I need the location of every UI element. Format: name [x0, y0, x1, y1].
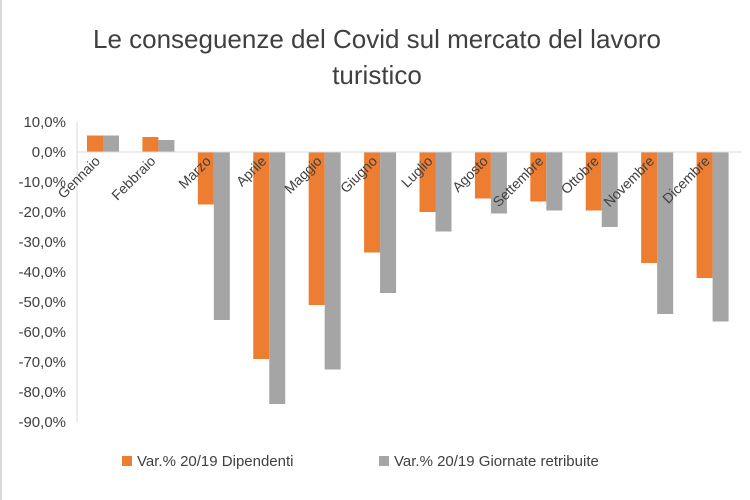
bar-dipendenti-novembre	[641, 152, 658, 263]
bar-giornate-aprile	[269, 152, 286, 404]
bar-dipendenti-giugno	[364, 152, 381, 253]
y-tick-label: -70,0%	[18, 354, 66, 371]
legend-label: Var.% 20/19 Dipendenti	[137, 453, 294, 470]
bar-dipendenti-agosto	[474, 152, 491, 199]
x-tick-label: Febbraio	[108, 153, 159, 204]
bar-dipendenti-luglio	[419, 152, 436, 212]
bar-giornate-marzo	[213, 152, 230, 320]
bar-giornate-dicembre	[712, 152, 729, 322]
chart-title-line: turistico	[332, 60, 422, 90]
y-tick-label: -50,0%	[18, 294, 66, 311]
y-tick-label: -20,0%	[18, 204, 66, 221]
bar-dipendenti-febbraio	[142, 137, 159, 152]
legend-swatch	[122, 456, 132, 466]
y-tick-label: 0,0%	[32, 144, 66, 161]
bar-dipendenti-settembre	[530, 152, 547, 202]
bar-dipendenti-marzo	[197, 152, 214, 205]
bar-dipendenti-maggio	[308, 152, 325, 305]
legend-label: Var.% 20/19 Giornate retribuite	[394, 453, 599, 470]
bar-giornate-gennaio	[103, 135, 119, 152]
y-tick-label: -60,0%	[18, 324, 66, 341]
bar-dipendenti-ottobre	[585, 152, 602, 211]
y-tick-label: 10,0%	[23, 114, 66, 131]
bar-giornate-luglio	[435, 152, 452, 232]
bar-giornate-maggio	[324, 152, 341, 370]
bar-giornate-giugno	[380, 152, 397, 293]
bar-dipendenti-aprile	[253, 152, 270, 359]
bar-giornate-agosto	[490, 152, 507, 214]
y-tick-label: -10,0%	[18, 174, 66, 191]
y-tick-label: -90,0%	[18, 414, 66, 431]
legend-swatch	[379, 456, 389, 466]
bar-giornate-novembre	[657, 152, 674, 314]
bar-giornate-febbraio	[158, 140, 175, 152]
chart-title-line: Le conseguenze del Covid sul mercato del…	[93, 24, 661, 54]
bar-dipendenti-dicembre	[696, 152, 713, 278]
bar-giornate-ottobre	[601, 152, 618, 227]
y-tick-label: -30,0%	[18, 234, 66, 251]
bar-giornate-settembre	[546, 152, 563, 211]
bar-dipendenti-gennaio	[87, 135, 103, 152]
y-tick-label: -80,0%	[18, 384, 66, 401]
y-tick-label: -40,0%	[18, 264, 66, 281]
